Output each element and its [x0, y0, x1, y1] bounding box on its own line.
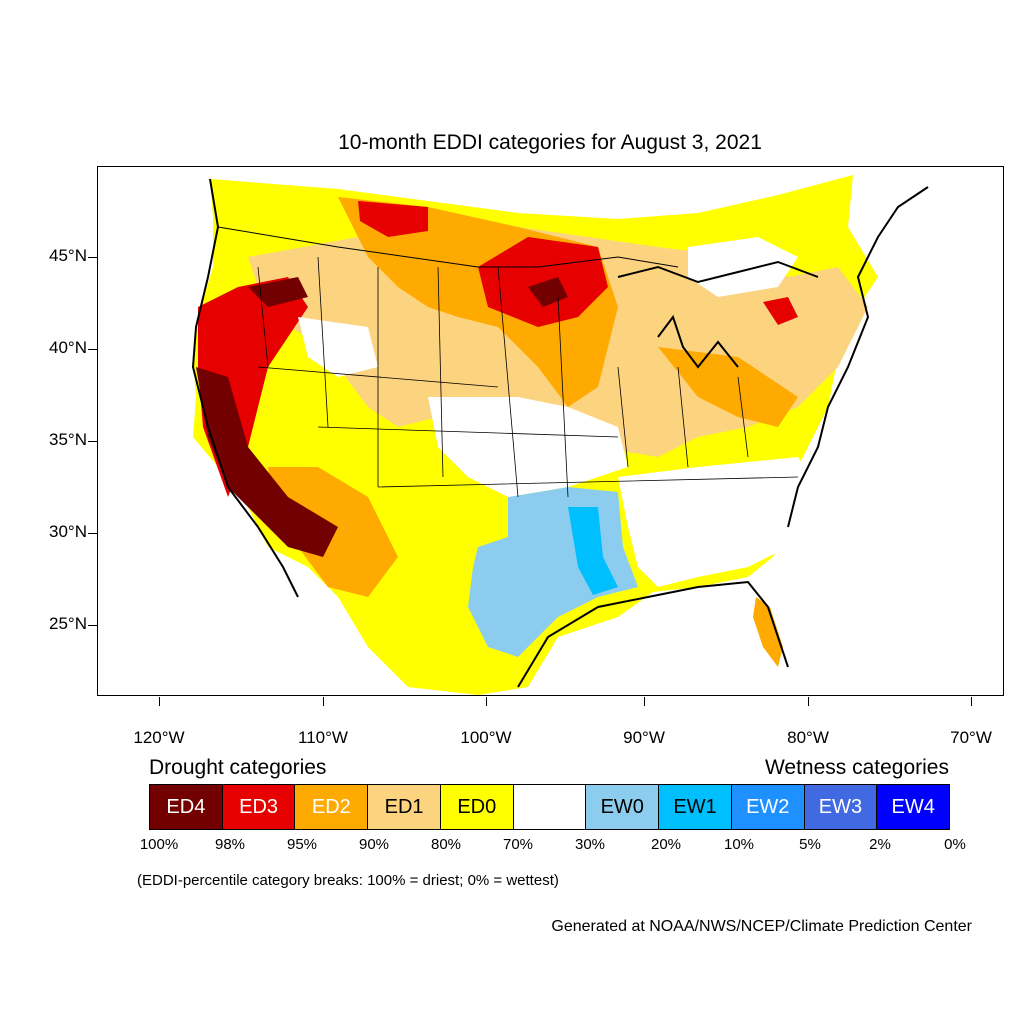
- lat-label-35n: 35°N: [49, 430, 87, 449]
- category-legend: ED4 ED3 ED2 ED1 ED0 EW0 EW1 EW2 EW3 EW4: [149, 784, 950, 830]
- map-title: 10-month EDDI categories for August 3, 2…: [338, 131, 762, 154]
- lat-tick: [88, 349, 97, 350]
- normal-region-southeast: [618, 457, 818, 587]
- lon-label-100w: 100°W: [460, 728, 512, 747]
- legend-ed3: ED3: [222, 785, 296, 829]
- lon-label-110w: 110°W: [298, 728, 348, 747]
- ed3-region-north: [358, 201, 428, 237]
- legend-break-label: 0%: [944, 836, 966, 853]
- lon-label-70w: 70°W: [950, 728, 992, 747]
- lon-label-120w: 120°W: [133, 728, 185, 747]
- normal-region-central: [428, 397, 628, 497]
- lon-label-90w: 90°W: [623, 728, 665, 747]
- normal-region-nw: [298, 317, 378, 377]
- legend-ed2: ED2: [295, 785, 369, 829]
- great-lakes-outline: [617, 260, 819, 369]
- ed4-region-or: [248, 277, 308, 307]
- category-breaks-note: (EDDI-percentile category breaks: 100% =…: [137, 872, 559, 889]
- legend-break-label: 30%: [574, 836, 606, 853]
- lat-label-40n: 40°N: [49, 338, 87, 357]
- legend-break-label: 2%: [869, 836, 891, 853]
- lat-label-30n: 30°N: [49, 522, 87, 541]
- gulf-coast-outline: [517, 580, 789, 688]
- lon-tick: [159, 697, 160, 706]
- credit-text: Generated at NOAA/NWS/NCEP/Climate Predi…: [551, 918, 972, 935]
- lat-tick: [88, 625, 97, 626]
- ed2-region-florida: [753, 597, 783, 667]
- eddi-map: [191, 175, 929, 695]
- east-coast-outline: [787, 186, 929, 528]
- lon-tick: [323, 697, 324, 706]
- legend-ed4: ED4: [150, 785, 223, 829]
- ed4-region-ca: [196, 367, 338, 557]
- legend-break-label: 5%: [799, 836, 821, 853]
- legend-normal: [513, 785, 587, 829]
- legend-break-label: 95%: [286, 836, 318, 853]
- lon-tick: [808, 697, 809, 706]
- west-coast-outline: [191, 178, 299, 598]
- lat-tick: [88, 533, 97, 534]
- lon-tick: [971, 697, 972, 706]
- ew1-region: [568, 507, 618, 595]
- legend-ed0: ED0: [440, 785, 514, 829]
- wetness-categories-heading: Wetness categories: [764, 756, 949, 779]
- legend-ed1: ED1: [368, 785, 441, 829]
- lat-label-25n: 25°N: [49, 614, 87, 633]
- legend-ew2: EW2: [731, 785, 805, 829]
- legend-ew4: EW4: [877, 785, 950, 829]
- state-borders: [257, 256, 799, 498]
- ed3-region-ne: [763, 297, 798, 325]
- map-panel: [97, 166, 1004, 696]
- lon-tick: [486, 697, 487, 706]
- legend-break-label: 80%: [430, 836, 462, 853]
- legend-break-label: 20%: [650, 836, 682, 853]
- legend-break-label: 10%: [723, 836, 755, 853]
- legend-break-label: 100%: [139, 836, 179, 853]
- legend-ew0: EW0: [586, 785, 660, 829]
- country-border-north: [217, 226, 679, 268]
- legend-ew3: EW3: [804, 785, 878, 829]
- lon-tick: [644, 697, 645, 706]
- legend-break-label: 98%: [214, 836, 246, 853]
- legend-break-label: 90%: [358, 836, 390, 853]
- normal-region-ne: [688, 237, 798, 297]
- legend-break-label: 70%: [502, 836, 534, 853]
- ed2-region-east: [658, 347, 798, 427]
- legend-ew1: EW1: [659, 785, 732, 829]
- lat-tick: [88, 257, 97, 258]
- lat-tick: [88, 441, 97, 442]
- lat-label-45n: 45°N: [49, 246, 87, 265]
- lon-label-80w: 80°W: [787, 728, 829, 747]
- drought-categories-heading: Drought categories: [149, 756, 327, 779]
